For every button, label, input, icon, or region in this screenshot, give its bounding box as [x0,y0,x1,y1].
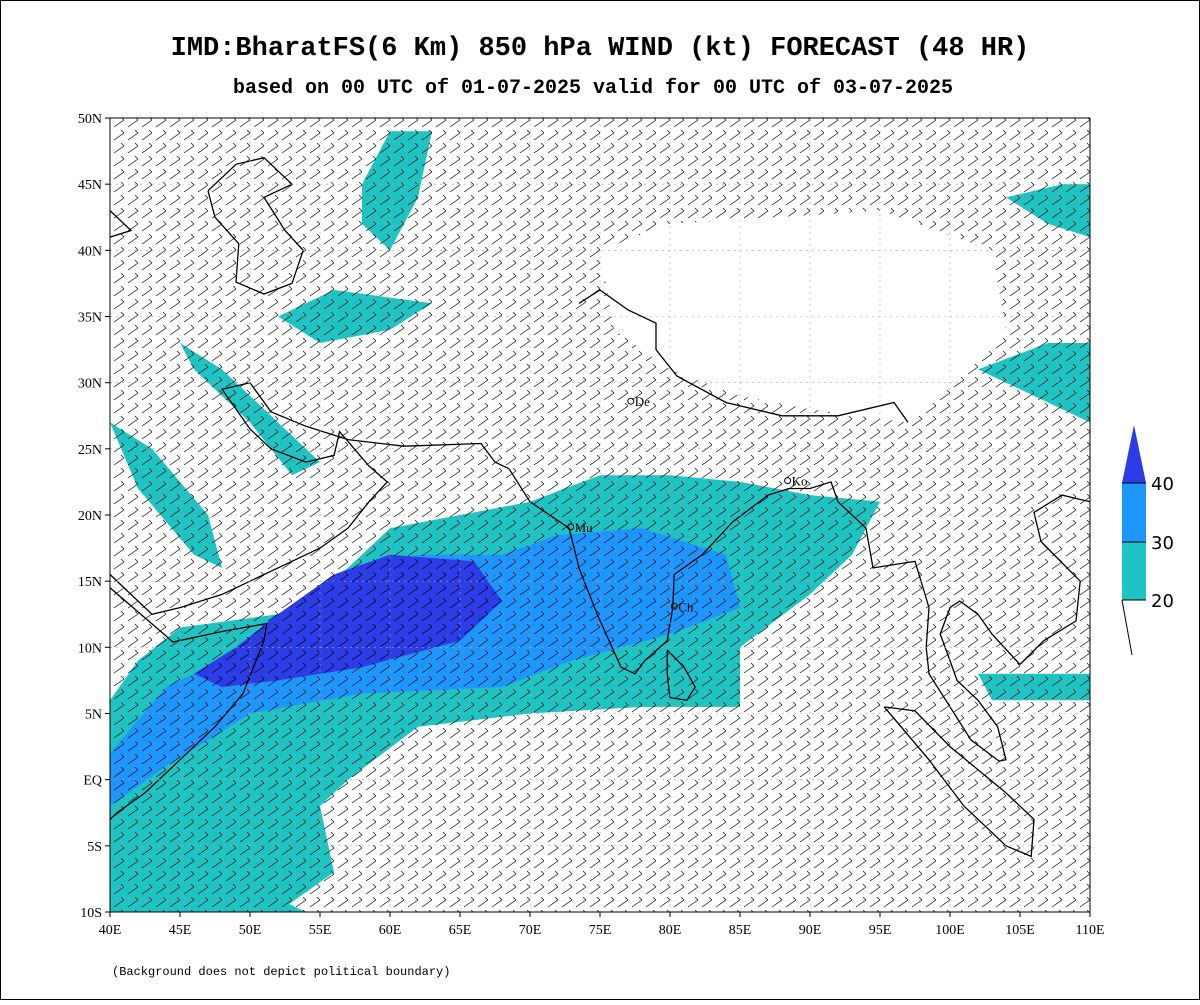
map-area [110,118,1090,912]
city-marker [784,477,792,485]
legend-label: 20 [1151,591,1174,612]
city-marker [627,397,635,405]
y-tick-label: 5N [85,708,102,723]
x-tick-label: 40E [99,923,122,938]
x-tick-label: 95E [869,923,892,938]
city-marker [670,602,678,610]
city-marker [567,523,575,531]
x-tick-label: 70E [519,923,542,938]
y-tick-label: 10N [78,641,102,656]
y-tick-label: 25N [78,443,102,458]
legend: 20 30 40 [1121,425,1174,656]
terrain-mask [600,210,1006,423]
x-tick-label: 105E [1005,923,1035,938]
x-tick-label: 45E [169,923,192,938]
y-tick-label: 40N [78,244,102,259]
y-tick-label: 30N [78,377,102,392]
city-label: Mu [575,520,594,535]
footnote: (Background does not depict political bo… [112,965,450,979]
x-tick-label: 110E [1075,923,1104,938]
subtitle: based on 00 UTC of 01-07-2025 valid for … [233,77,953,100]
y-tick-label: 15N [78,575,102,590]
y-tick-label: 10S [80,906,102,921]
y-tick-label: 20N [78,509,102,524]
x-tick-label: 90E [799,923,822,938]
y-tick-label: 50N [78,112,102,127]
x-tick-label: 60E [379,923,402,938]
city-label: Ko [792,474,808,489]
y-tick-label: 35N [78,311,102,326]
x-tick-label: 75E [589,923,612,938]
x-tick-label: 65E [449,923,472,938]
coastline [883,706,1035,858]
legend-tail [1121,599,1133,656]
city-label: De [635,394,650,409]
x-tick-label: 55E [309,923,332,938]
x-tick-label: 80E [659,923,682,938]
city-label: Ch [678,599,694,614]
coastline [578,289,909,423]
x-tick-label: 50E [239,923,262,938]
title: IMD:BharatFS(6 Km) 850 hPa WIND (kt) FOR… [171,34,1030,64]
coastline [666,649,696,702]
coastline [110,381,510,616]
legend-box [1122,483,1146,542]
y-tick-label: 5S [87,840,102,855]
axes: 40E 45E 50E 55E 60E 65E 70E 75E 80E 85E 90E 95E 100E… [78,112,1105,938]
x-tick-label: 85E [729,923,752,938]
y-tick-label: EQ [83,774,102,789]
legend-box [1122,542,1146,600]
legend-label: 40 [1151,474,1174,495]
coastline [110,587,268,820]
y-tick-label: 45N [78,178,102,193]
legend-arrow [1122,425,1146,483]
legend-label: 30 [1151,533,1174,554]
coastline [110,210,133,238]
x-tick-label: 100E [935,923,965,938]
